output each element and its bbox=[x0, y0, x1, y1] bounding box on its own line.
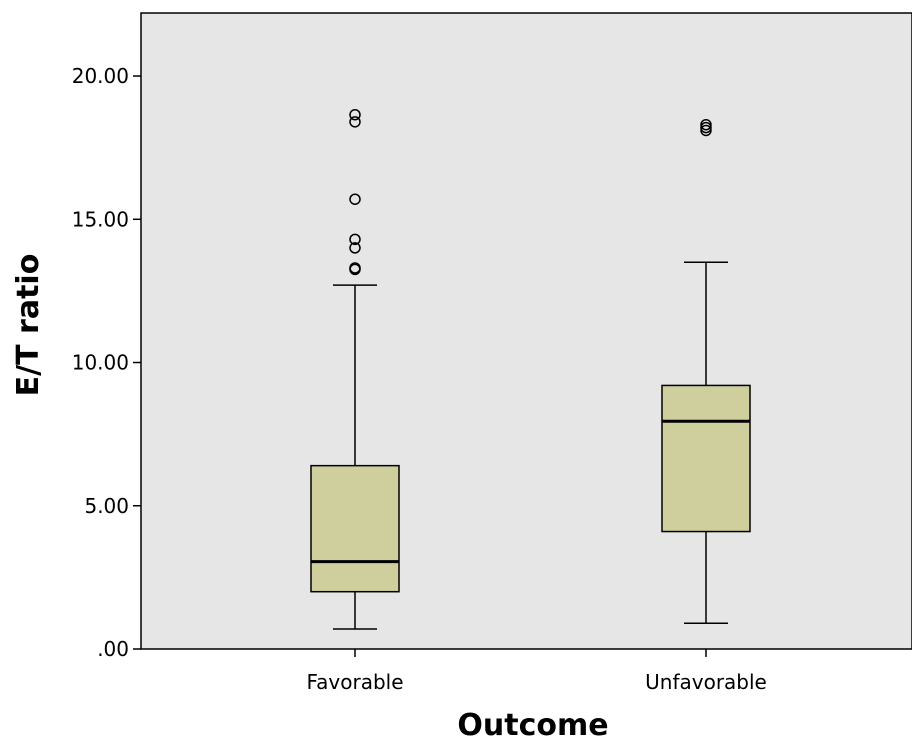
y-tick-label: 10.00 bbox=[72, 351, 129, 375]
favorable-outlier-5 bbox=[349, 193, 361, 205]
unfavorable-box bbox=[661, 384, 751, 533]
plot-area bbox=[140, 12, 912, 650]
favorable-outlier-2 bbox=[349, 262, 361, 274]
favorable-outlier-7 bbox=[349, 108, 361, 121]
unfavorable-outlier-2 bbox=[700, 121, 712, 134]
chart-marks bbox=[310, 108, 751, 630]
y-axis-title: E/T ratio bbox=[11, 254, 46, 397]
y-tick-label: 15.00 bbox=[72, 207, 129, 231]
x-axis-title: Outcome bbox=[457, 708, 608, 739]
y-tick-label: 5.00 bbox=[84, 494, 129, 518]
x-tick-label: Favorable bbox=[306, 670, 403, 694]
favorable-outlier-6 bbox=[349, 116, 361, 128]
favorable-outlier-3 bbox=[349, 242, 361, 254]
y-tick-label: 20.00 bbox=[72, 64, 129, 88]
x-axis-ticks: Favorable Unfavorable bbox=[306, 649, 767, 694]
x-tick-label: Unfavorable bbox=[645, 670, 767, 694]
unfavorable-outlier-1 bbox=[700, 124, 712, 137]
y-axis-ticks: .00 5.00 10.00 15.00 20.00 bbox=[72, 64, 141, 661]
unfavorable-outlier-3 bbox=[700, 118, 712, 131]
favorable-box bbox=[310, 464, 400, 593]
favorable-outlier-4 bbox=[349, 233, 361, 246]
y-tick-label: .00 bbox=[97, 637, 129, 661]
